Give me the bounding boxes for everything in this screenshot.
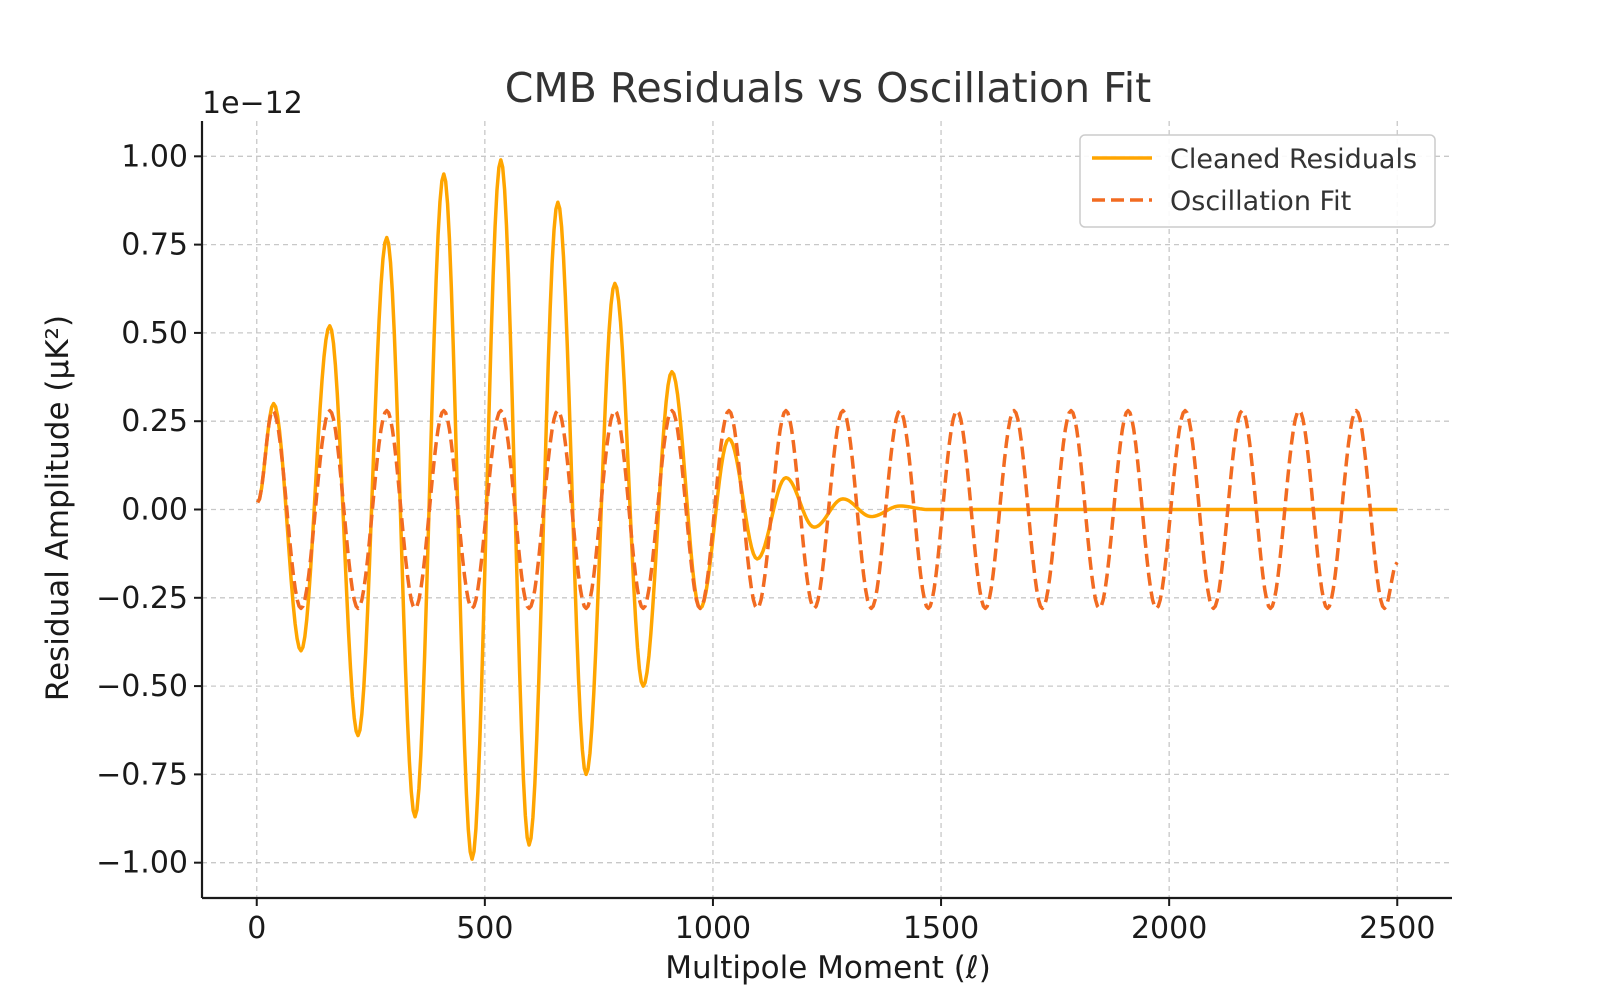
y-tick-label: 0.00 (121, 493, 188, 528)
ticks-layer: 0 500 1000 1500 2000 2500 −1.00 −0.75 −0.50 −0.25… (96, 139, 1435, 946)
legend-box (1079, 134, 1436, 228)
y-offset-label: 1e−12 (202, 86, 303, 121)
x-tick-label: 0 (247, 911, 266, 946)
x-tick-label: 1500 (903, 911, 979, 946)
x-tick-label: 1000 (675, 911, 751, 946)
y-tick-label: 0.50 (121, 316, 188, 351)
y-tick-label: −0.25 (96, 581, 188, 616)
legend-label-cleaned-residuals: Cleaned Residuals (1170, 144, 1417, 175)
series-line-oscillation-fit (256, 408, 1399, 611)
series-layer (256, 158, 1399, 861)
legend-label-oscillation-fit: Oscillation Fit (1170, 186, 1351, 217)
chart-title: CMB Residuals vs Oscillation Fit (505, 64, 1151, 112)
x-tick-label: 2500 (1359, 911, 1435, 946)
series-line-cleaned-residuals (256, 158, 1398, 861)
y-tick-label: −1.00 (96, 846, 188, 881)
y-tick-label: 0.75 (121, 228, 188, 263)
y-tick-label: −0.50 (96, 669, 188, 704)
legend: Cleaned Residuals Oscillation Fit (1079, 134, 1436, 228)
x-axis-title: Multipole Moment (ℓ) (665, 950, 991, 986)
y-tick-label: 1.00 (121, 139, 188, 174)
y-tick-label: −0.75 (96, 757, 188, 792)
x-tick-label: 500 (456, 911, 513, 946)
y-axis-title: Residual Amplitude (μK²) (40, 315, 76, 701)
x-tick-label: 2000 (1131, 911, 1207, 946)
y-tick-label: 0.25 (121, 404, 188, 439)
